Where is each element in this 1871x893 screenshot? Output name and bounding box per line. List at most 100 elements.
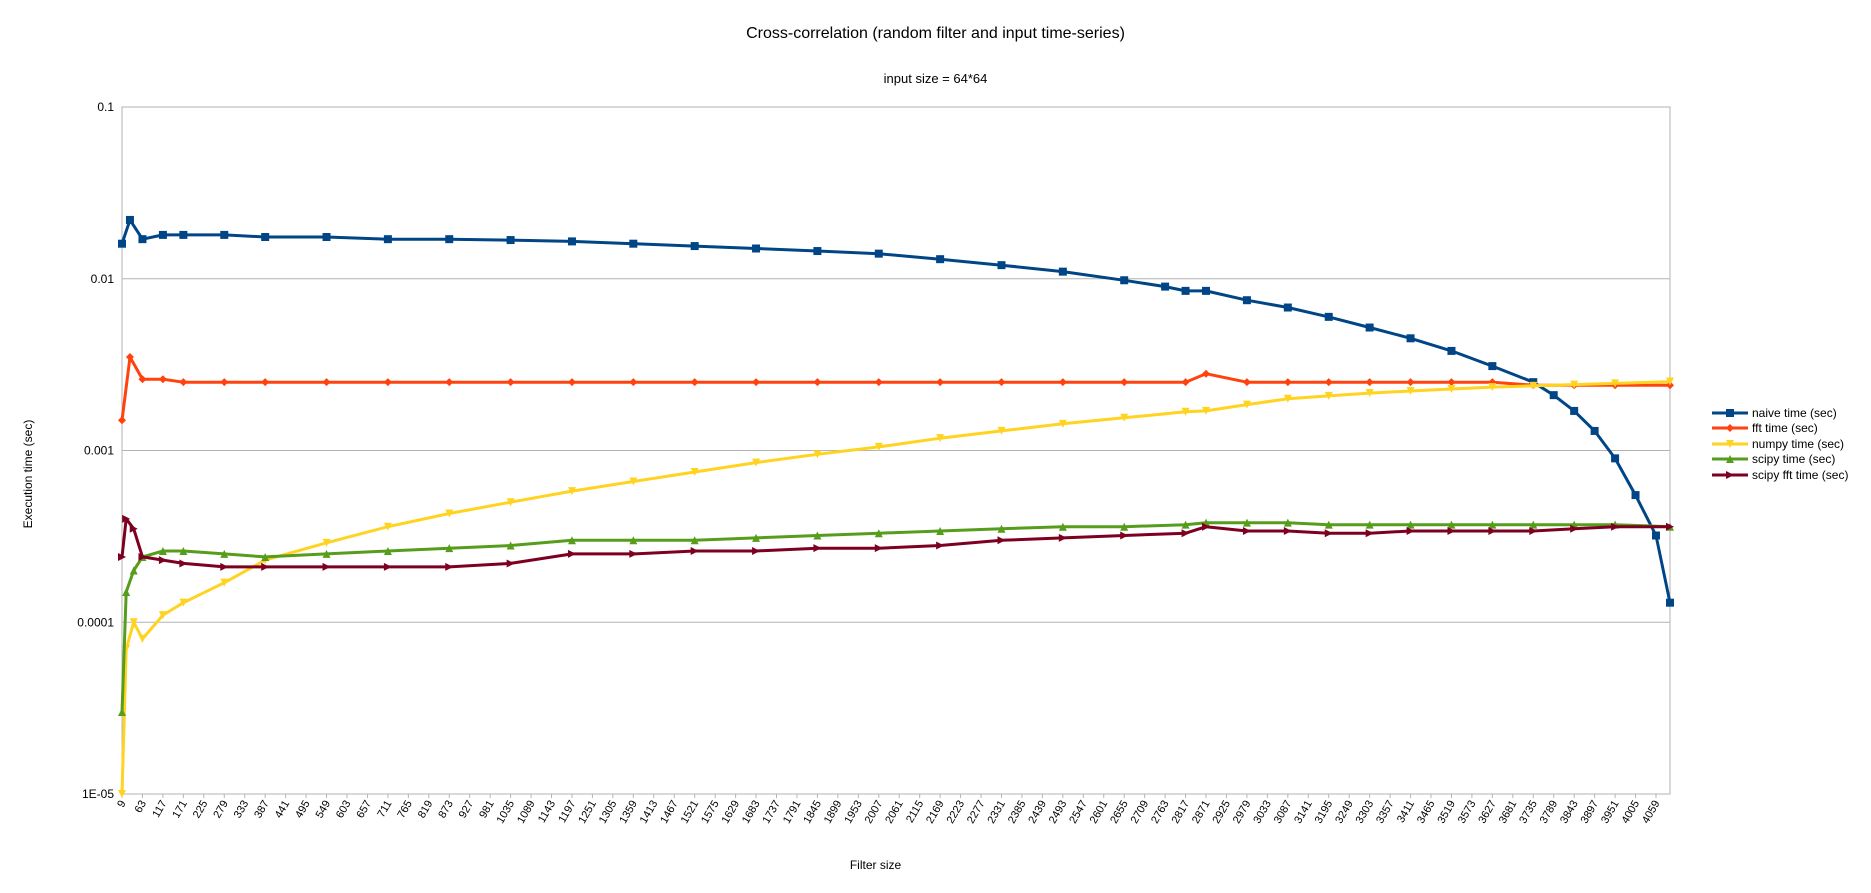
data-point xyxy=(322,549,331,558)
data-point xyxy=(158,556,167,565)
data-point xyxy=(874,249,883,258)
x-tick-label: 171 xyxy=(170,799,190,821)
x-tick-label: 2385 xyxy=(1006,799,1029,826)
data-point xyxy=(322,233,331,242)
data-point xyxy=(158,611,167,620)
x-tick-label: 4005 xyxy=(1619,799,1642,826)
x-tick-label: 2817 xyxy=(1170,799,1193,826)
x-tick-label: 549 xyxy=(314,799,334,821)
data-point xyxy=(138,235,147,244)
data-point xyxy=(752,533,761,542)
data-point xyxy=(1406,526,1415,535)
series-line xyxy=(120,355,1670,421)
data-point xyxy=(445,562,454,571)
data-point xyxy=(1058,267,1067,276)
data-point xyxy=(383,378,392,387)
data-point xyxy=(1202,406,1211,415)
x-tick-label: 3195 xyxy=(1313,799,1336,826)
data-point xyxy=(445,509,454,518)
data-point xyxy=(1529,381,1538,390)
data-point xyxy=(752,244,761,253)
data-point xyxy=(322,538,331,547)
chart-subtitle: input size = 64*64 xyxy=(883,71,988,86)
x-tick-label: 3357 xyxy=(1374,799,1397,826)
data-point xyxy=(1611,454,1620,463)
data-point xyxy=(122,588,131,597)
data-point xyxy=(629,477,638,486)
series-line xyxy=(120,521,1671,713)
data-point xyxy=(1666,598,1674,607)
legend-item: numpy time (sec) xyxy=(1712,436,1848,452)
data-point xyxy=(997,261,1006,270)
x-tick-label: 2655 xyxy=(1108,799,1131,826)
data-point xyxy=(179,598,188,607)
data-point xyxy=(383,546,392,555)
data-point xyxy=(813,531,822,540)
data-point xyxy=(936,434,945,443)
data-point xyxy=(1570,524,1579,533)
data-point xyxy=(506,378,515,387)
legend-swatch xyxy=(1712,408,1748,417)
series-numpy-time xyxy=(118,377,1674,798)
data-point xyxy=(383,522,392,531)
data-point xyxy=(936,541,945,550)
data-point xyxy=(1447,526,1456,535)
data-point xyxy=(629,239,638,248)
x-tick-label: 2547 xyxy=(1067,799,1090,826)
data-point xyxy=(567,536,576,545)
data-point xyxy=(383,235,392,244)
y-tick-label: 0.0001 xyxy=(77,615,114,629)
data-point xyxy=(383,562,392,571)
data-point xyxy=(1611,522,1620,531)
legend-swatch xyxy=(1712,470,1748,479)
legend-item: naive time (sec) xyxy=(1712,405,1848,421)
data-point xyxy=(813,450,822,459)
data-point xyxy=(1161,282,1170,291)
x-tick-label: 3681 xyxy=(1497,799,1520,826)
x-tick-label: 3411 xyxy=(1395,799,1417,825)
x-tick-label: 2979 xyxy=(1231,799,1254,826)
data-point xyxy=(936,378,945,387)
x-tick-label: 3465 xyxy=(1415,799,1438,826)
x-tick-label: 1413 xyxy=(638,799,661,826)
data-point xyxy=(1570,380,1579,389)
data-point xyxy=(1058,419,1067,428)
x-tick-label: 1845 xyxy=(801,799,824,826)
x-tick-label: 3735 xyxy=(1517,799,1540,826)
data-point xyxy=(261,552,270,561)
data-point xyxy=(997,524,1006,533)
y-tick-label: 0.001 xyxy=(84,444,114,458)
data-point xyxy=(1447,385,1456,394)
data-point xyxy=(1488,526,1497,535)
data-point xyxy=(1181,520,1190,529)
x-tick-label: 873 xyxy=(436,799,456,821)
x-tick-label: 2439 xyxy=(1026,799,1049,826)
legend-label: fft time (sec) xyxy=(1752,421,1818,436)
x-tick-label: 3141 xyxy=(1292,799,1315,826)
data-point xyxy=(874,442,883,451)
x-tick-label: 2061 xyxy=(883,799,906,826)
x-axis-label: Filter size xyxy=(849,858,902,872)
x-tick-label: 3627 xyxy=(1476,799,1499,826)
data-point xyxy=(1120,413,1129,422)
data-point xyxy=(261,233,270,242)
x-tick-label: 2763 xyxy=(1149,799,1172,826)
data-point xyxy=(122,514,131,523)
data-point xyxy=(1283,394,1292,403)
x-tick-label: 711 xyxy=(375,799,394,820)
x-tick-label: 1899 xyxy=(822,799,845,826)
data-point xyxy=(1120,276,1129,285)
x-tick-label: 9 xyxy=(115,799,128,810)
x-tick-label: 3789 xyxy=(1538,799,1561,826)
x-tick-label: 1953 xyxy=(842,799,865,826)
x-tick-label: 1143 xyxy=(536,799,558,825)
data-point xyxy=(1406,334,1415,343)
legend-swatch xyxy=(1712,424,1748,433)
data-point xyxy=(1202,522,1211,531)
x-tick-label: 2925 xyxy=(1210,799,1233,826)
data-point xyxy=(1283,518,1292,527)
legend-swatch xyxy=(1712,439,1748,448)
data-point xyxy=(179,378,188,387)
data-point xyxy=(1611,379,1620,388)
plot-frame xyxy=(121,106,1671,795)
